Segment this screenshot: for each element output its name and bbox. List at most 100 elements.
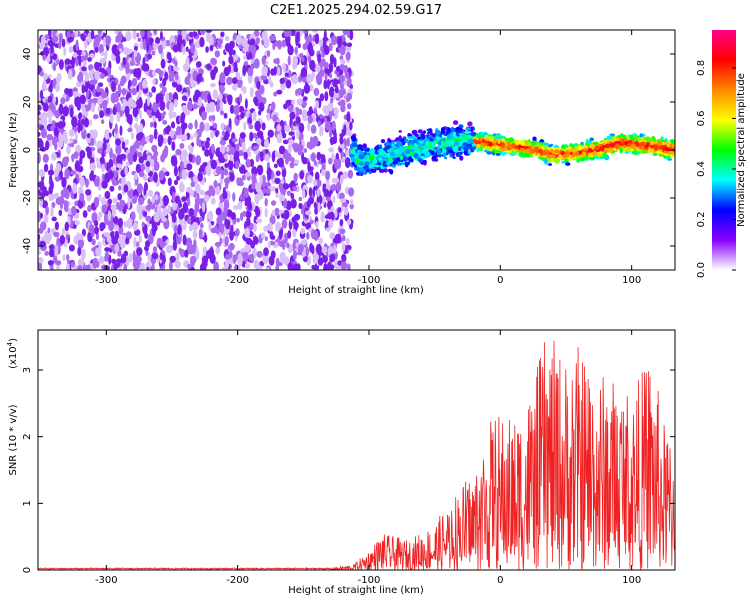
spectrogram-cell	[306, 200, 311, 208]
spectrogram-cell	[133, 236, 137, 248]
spectrogram-cell	[172, 57, 176, 64]
spectrogram-cell	[172, 44, 179, 53]
spectrogram-cell	[495, 153, 501, 156]
spectrogram-cell	[111, 258, 117, 264]
colorbar-tick-label: 0.8	[696, 60, 707, 76]
spectrogram-cell	[256, 130, 264, 138]
spectrogram-cell	[90, 102, 96, 113]
spectrogram-cell	[109, 113, 114, 124]
spectrogram-cell	[175, 72, 179, 81]
spectrogram-cell	[282, 132, 287, 139]
spectrogram-cell	[178, 209, 185, 220]
spectrogram-cell	[261, 55, 266, 65]
spectrogram-cell	[449, 139, 455, 145]
spectrogram-cell	[237, 200, 243, 210]
spectrogram-cell	[346, 42, 353, 48]
spectrogram-cell	[95, 247, 102, 257]
colorbar-tick-label: 0.6	[696, 110, 707, 126]
spectrogram-cell	[665, 148, 671, 152]
spectrogram-cell	[225, 146, 230, 153]
spectrogram-cell	[318, 237, 323, 245]
spectrogram-cell	[589, 145, 594, 149]
spectrogram-cell	[347, 103, 352, 110]
spectrogram-cell	[275, 170, 281, 177]
spectrogram-cell	[220, 169, 225, 180]
spectrogram-cell	[186, 197, 191, 207]
spectrogram-cell	[557, 156, 562, 160]
spectrogram-cell	[96, 216, 101, 222]
spectrogram-cell	[130, 60, 135, 66]
spectrogram-cell	[335, 92, 340, 99]
spectrogram-cell	[56, 74, 60, 85]
spectrogram-cell	[359, 161, 364, 166]
spectrogram-cell	[417, 129, 423, 134]
spectrogram-cell	[466, 150, 472, 155]
spectrogram-cell	[97, 194, 102, 202]
spectrogram-cell	[199, 189, 205, 196]
spectrogram-cell	[349, 153, 355, 158]
spectrogram-cell	[131, 132, 134, 140]
spectrogram-cell	[227, 64, 231, 74]
spectrogram-cell	[181, 104, 187, 113]
spectrogram-cell	[139, 123, 144, 133]
colorbar-tick-label: 0.2	[696, 212, 707, 228]
spectrogram-cell	[580, 141, 584, 145]
spectrogram-cell	[335, 79, 341, 84]
spectrogram-cell	[228, 117, 232, 128]
spectrogram-cell	[317, 257, 324, 266]
spectrogram-cell	[240, 112, 245, 119]
spectrogram-cell	[262, 187, 267, 194]
spectrogram-cell	[413, 152, 419, 159]
spectrogram-cell	[344, 206, 349, 216]
spectrogram-cell	[123, 184, 129, 193]
spectrogram-cell	[45, 140, 50, 151]
spectrogram-cell	[193, 208, 198, 219]
spectrogram-cell	[309, 242, 314, 253]
spectrogram-cell	[232, 77, 238, 85]
spectrogram-cell	[250, 45, 257, 56]
spectrogram-cell	[295, 116, 301, 125]
spectrogram-cell	[275, 265, 280, 270]
spectrogram-cell	[333, 108, 340, 115]
spectrogram-cell	[660, 136, 664, 141]
spectrogram-cell	[55, 260, 62, 266]
spectrogram-cell	[153, 214, 160, 223]
spectrogram-cell	[181, 122, 188, 130]
spectrogram-cell	[203, 194, 210, 202]
spectrogram-cell	[457, 129, 463, 134]
spectrogram-cell	[82, 106, 86, 115]
spectrogram-cell	[249, 87, 254, 98]
spectrogram-cell	[374, 164, 380, 168]
spectrogram-cell	[134, 194, 138, 202]
spectrogram-cell	[144, 240, 151, 248]
spectrogram-cell	[341, 253, 347, 262]
spectrogram-cell	[97, 95, 103, 105]
spectrogram-cell	[76, 81, 82, 88]
spectrogram-cell	[467, 121, 473, 127]
spectrogram-cell	[310, 124, 317, 134]
spectrogram-cell	[349, 121, 353, 131]
spectrogram-cell	[297, 143, 304, 152]
spectrogram-cell	[157, 113, 162, 122]
spectrogram-cell	[417, 136, 421, 140]
spectrogram-cell	[408, 151, 415, 156]
spectrogram-cell	[324, 107, 329, 117]
spectrogram-cell	[210, 83, 216, 88]
spectrogram-cell	[173, 179, 179, 186]
spectrogram-cell	[588, 152, 592, 156]
spectrogram-cell	[127, 152, 133, 162]
spectrogram-cell	[167, 177, 172, 187]
spectrogram-cell	[79, 192, 85, 202]
spectrogram-cell	[358, 154, 365, 160]
spectrogram-cell	[72, 52, 78, 58]
spectrogram-cell	[265, 182, 272, 187]
spectrogram-cell	[215, 149, 220, 157]
spectrogram-cell	[146, 42, 150, 52]
spectrogram-cell	[92, 257, 98, 269]
spectrogram-cell	[107, 210, 112, 222]
spectrogram-cell	[380, 139, 386, 144]
spectrogram-cell	[243, 121, 247, 131]
spectrogram-cell	[470, 146, 477, 151]
spectrogram-cell	[442, 148, 447, 153]
